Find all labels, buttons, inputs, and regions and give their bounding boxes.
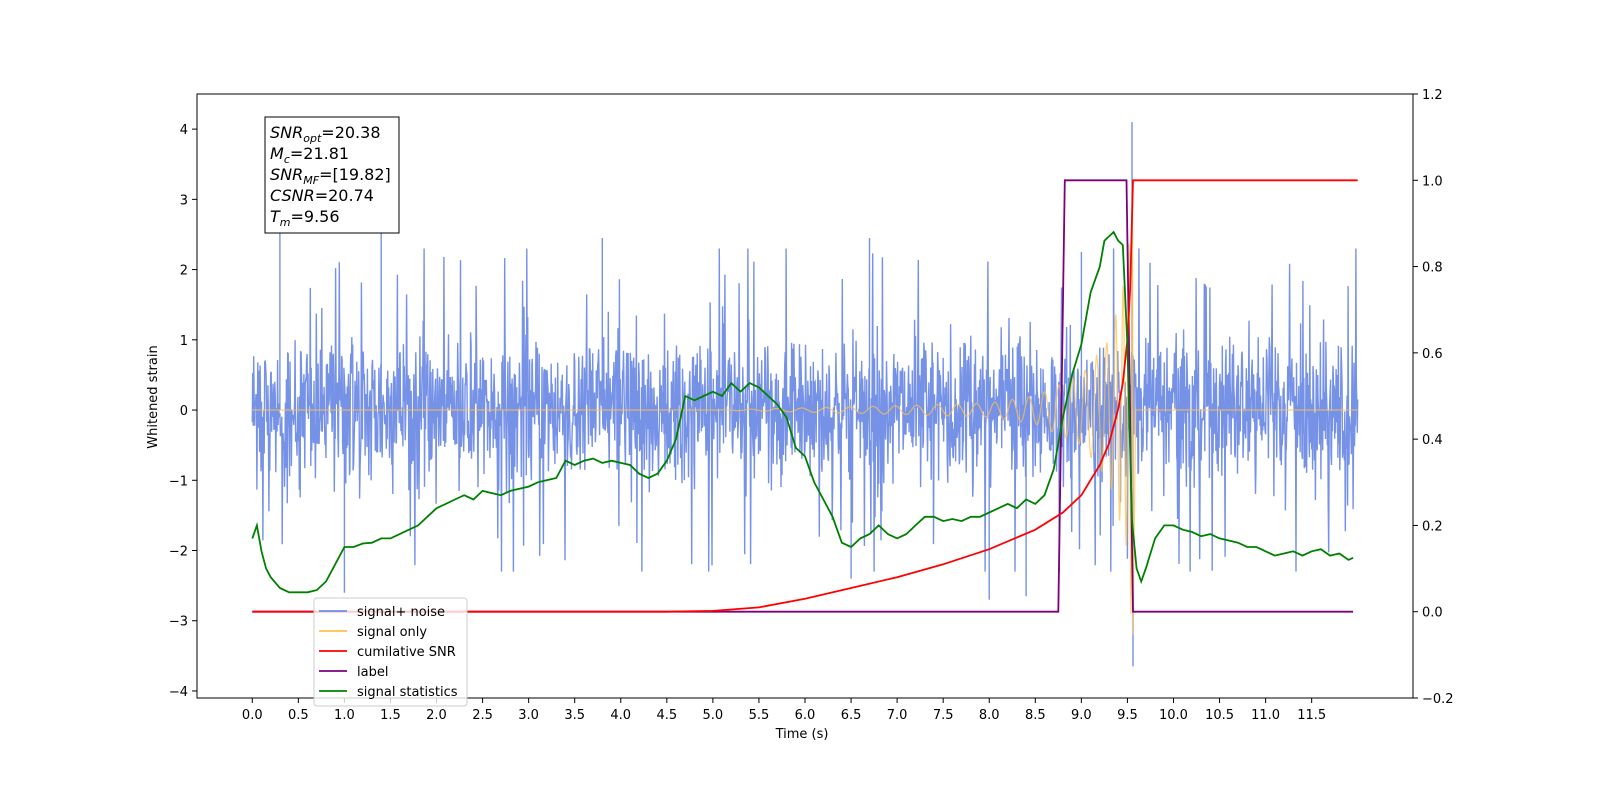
y-tick-label: −4	[169, 685, 188, 700]
x-tick-label: 6.5	[841, 708, 862, 723]
y-tick-label: −3	[169, 615, 188, 630]
x-tick-label: 6.0	[795, 708, 816, 723]
y2-tick-label: 1.0	[1422, 174, 1443, 189]
annotation-line: CSNR=20.74	[270, 186, 374, 205]
legend-label: label	[357, 665, 388, 680]
y-tick-label: −1	[169, 474, 188, 489]
legend-label: signal+ noise	[357, 605, 445, 620]
x-tick-label: 10.5	[1205, 708, 1234, 723]
x-tick-label: 5.0	[703, 708, 724, 723]
annotation-line: Mc=21.81	[270, 144, 349, 166]
legend-label: cumilative SNR	[357, 645, 456, 660]
series-label	[252, 179, 1354, 613]
annotation-line: Tm=9.56	[270, 207, 340, 229]
series-signal-only	[252, 186, 1358, 635]
x-axis: 0.0 0.5 1.0 1.5 2.0 2.5 3.0 3.5 4.0 4.5 5.0 5.5 6.0 6…	[242, 698, 1326, 723]
y2-tick-label: 0.8	[1422, 261, 1443, 276]
y2-tick-label: 0.2	[1422, 519, 1443, 534]
annotation-symbol: M	[270, 144, 284, 163]
y-tick-label: 0	[180, 404, 188, 419]
x-tick-label: 10.0	[1159, 708, 1188, 723]
annotation-symbol: CSNR	[270, 186, 315, 205]
legend: signal+ noise signal only cumilative SNR la…	[313, 597, 468, 707]
series-signal-noise	[251, 122, 1359, 667]
y-tick-label: −2	[169, 545, 188, 560]
x-tick-label: 5.5	[749, 708, 770, 723]
x-tick-label: 9.5	[1117, 708, 1138, 723]
x-tick-label: 3.5	[564, 708, 585, 723]
annotation-subscript: c	[284, 153, 290, 166]
x-tick-label: 1.0	[334, 708, 355, 723]
x-tick-label: 7.0	[887, 708, 908, 723]
annotation-frame	[264, 116, 400, 234]
annotation-value: =20.74	[315, 186, 374, 205]
x-tick-label: 0.0	[242, 708, 263, 723]
annotation-value: =20.38	[321, 123, 380, 142]
annotation-line: SNRMF=[19.82]	[270, 165, 391, 187]
y-axis-label: Whitened strain	[146, 345, 161, 448]
y2-tick-label: 0.0	[1422, 606, 1443, 621]
x-tick-label: 2.5	[472, 708, 493, 723]
annotation-value: =[19.82]	[319, 165, 391, 184]
y-tick-label: 3	[180, 193, 188, 208]
annotation-line: SNRopt=20.38	[270, 123, 381, 145]
y-tick-label: 1	[180, 334, 188, 349]
x-tick-label: 9.0	[1071, 708, 1092, 723]
y2-tick-label: 1.2	[1422, 88, 1443, 103]
legend-frame	[313, 597, 468, 707]
y-tick-label: 2	[180, 264, 188, 279]
y2-tick-label: 0.4	[1422, 433, 1443, 448]
x-tick-label: 4.5	[656, 708, 677, 723]
x-tick-label: 2.0	[426, 708, 447, 723]
annotation-value: =21.81	[290, 144, 349, 163]
annotation-subscript: MF	[303, 174, 319, 187]
y-tick-label: 4	[180, 123, 188, 138]
x-tick-label: 8.0	[979, 708, 1000, 723]
x-tick-label: 0.5	[288, 708, 309, 723]
x-axis-label: Time (s)	[775, 727, 829, 742]
x-tick-label: 4.0	[610, 708, 631, 723]
y-axis-left: −4 −3 −2 −1 0 1 2 3 4	[169, 123, 197, 700]
plot-area	[251, 122, 1359, 667]
annotation-symbol: SNR	[270, 123, 303, 142]
series-signal-statistics	[251, 230, 1354, 594]
y2-tick-label: −0.2	[1422, 692, 1454, 707]
annotation-symbol: SNR	[270, 165, 303, 184]
x-tick-label: 1.5	[380, 708, 401, 723]
annotation-subscript: m	[280, 216, 291, 229]
x-tick-label: 3.0	[518, 708, 539, 723]
x-tick-label: 11.5	[1297, 708, 1326, 723]
annotation-subscript: opt	[303, 132, 322, 145]
y-axis-right: −0.2 0.0 0.2 0.4 0.6 0.8 1.0 1.2	[1413, 88, 1454, 707]
annotation-value: =9.56	[291, 207, 340, 226]
x-tick-label: 7.5	[933, 708, 954, 723]
y2-tick-label: 0.6	[1422, 347, 1443, 362]
annotation-symbol: T	[270, 207, 281, 226]
x-tick-label: 8.5	[1025, 708, 1046, 723]
legend-label: signal statistics	[357, 685, 458, 700]
annotation-box: SNRopt=20.38Mc=21.81SNRMF=[19.82]CSNR=20…	[264, 116, 400, 234]
legend-label: signal only	[357, 625, 427, 640]
x-tick-label: 11.0	[1251, 708, 1280, 723]
